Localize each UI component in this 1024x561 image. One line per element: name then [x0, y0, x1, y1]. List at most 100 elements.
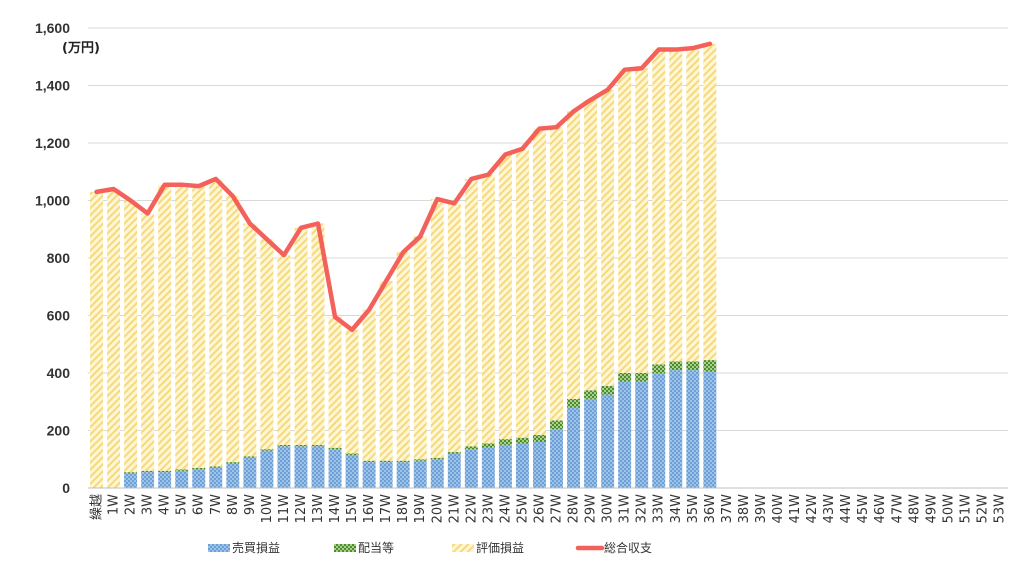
x-tick-label: 24W [498, 494, 513, 524]
y-tick-label: 1,000 [35, 193, 70, 209]
x-tick-label: 2W [124, 494, 139, 515]
bar-hyoka-soneki [601, 89, 615, 386]
bar-baibai-soneki [243, 457, 257, 488]
bar-hyoka-soneki [226, 196, 240, 463]
bar-hyoka-soneki [703, 43, 717, 361]
legend-baibai-soneki-label: 売買損益 [232, 540, 280, 555]
bar-baibai-soneki [379, 462, 393, 488]
bar-baibai-soneki [481, 447, 495, 488]
x-tick-label: 14W [328, 494, 343, 524]
bar-baibai-soneki [447, 453, 461, 488]
x-tick-label: 53W [992, 494, 1007, 524]
bar-baibai-soneki [652, 373, 666, 488]
bar-haito [277, 444, 291, 447]
bar-baibai-soneki [550, 429, 563, 488]
y-tick-label: 400 [47, 365, 71, 381]
x-tick-label: 34W [669, 494, 684, 524]
bar-baibai-soneki [515, 443, 529, 488]
bar-haito [584, 390, 598, 399]
x-tick-label: 17W [379, 494, 394, 524]
bar-haito [192, 467, 206, 470]
bar-hyoka-soneki [430, 199, 444, 458]
bar-hyoka-soneki [277, 255, 291, 445]
bar-hyoka-soneki [328, 316, 342, 448]
bar-haito [209, 466, 223, 468]
legend-haito-swatch [334, 544, 356, 552]
x-tick-label: 13W [311, 494, 326, 524]
bar-haito [396, 460, 410, 463]
x-tick-label: 18W [396, 494, 411, 524]
bar-baibai-soneki [158, 472, 172, 488]
x-tick-label: 51W [958, 494, 973, 524]
x-tick-label: 46W [873, 494, 888, 524]
bar-hyoka-soneki [192, 186, 206, 468]
bar-baibai-soneki [498, 444, 512, 488]
bar-baibai-soneki [413, 460, 427, 488]
bar-baibai-soneki [584, 398, 598, 488]
bar-baibai-soneki [396, 462, 410, 488]
bar-hyoka-soneki [567, 111, 581, 399]
bar-haito [175, 469, 189, 471]
bar-hyoka-soneki [498, 154, 512, 440]
bar-hyoka-soneki [107, 189, 121, 488]
bar-baibai-soneki [175, 470, 189, 488]
bar-hyoka-soneki [515, 148, 529, 438]
bar-hyoka-soneki [686, 48, 700, 362]
bar-haito [703, 360, 717, 372]
x-tick-label: 9W [243, 494, 258, 515]
legend-hyoka-soneki-label: 評価損益 [476, 540, 524, 555]
bar-haito [430, 457, 444, 460]
total-line [94, 41, 713, 333]
bar-haito [141, 470, 155, 473]
bar-hyoka-soneki [311, 223, 325, 445]
bar-baibai-soneki [464, 449, 478, 488]
x-tick-label: 36W [703, 494, 718, 524]
bar-hyoka-soneki [464, 178, 478, 447]
bar-hyoka-soneki [294, 227, 308, 445]
x-tick-label: 41W [788, 494, 803, 524]
bar-haito [243, 456, 257, 458]
bar-haito [124, 472, 138, 474]
bar-haito [413, 459, 427, 461]
x-tick-label: 42W [805, 494, 820, 524]
legend-baibai-soneki-swatch [208, 544, 230, 552]
bar-haito [294, 444, 308, 447]
x-tick-label: 40W [771, 494, 786, 524]
bar-hyoka-soneki [243, 223, 257, 457]
bar-hyoka-soneki [379, 281, 393, 461]
legend-sogo-shushi-label: 総合収支 [604, 540, 652, 555]
x-tick-label: 28W [567, 494, 582, 524]
bar-hyoka-soneki [669, 49, 683, 362]
bar-baibai-soneki [567, 407, 581, 488]
y-tick-label: 600 [47, 308, 71, 324]
x-tick-label: 37W [720, 494, 735, 524]
bar-hyoka-soneki [345, 329, 359, 454]
bar-baibai-soneki [192, 469, 206, 488]
y-tick-label: 200 [47, 423, 71, 439]
x-tick-label: 12W [294, 494, 309, 524]
bar-haito [481, 443, 495, 448]
x-tick-label: 32W [635, 494, 650, 524]
x-tick-label: 38W [737, 494, 752, 524]
x-tick-label: 27W [550, 494, 565, 524]
x-tick-label: 29W [584, 494, 599, 524]
bar-hyoka-soneki [533, 128, 546, 435]
bar-baibai-soneki [345, 454, 359, 488]
bar-hyoka-soneki [652, 49, 666, 365]
bar-baibai-soneki [311, 446, 325, 488]
bar-haito [226, 462, 240, 464]
bar-baibai-soneki [686, 370, 700, 488]
bar-haito [447, 452, 461, 454]
bar-baibai-soneki [362, 462, 376, 488]
bar-haito [533, 434, 546, 442]
bar-hyoka-soneki [141, 213, 155, 471]
bar-baibai-soneki [635, 381, 649, 488]
x-tick-label: 52W [975, 494, 990, 524]
bar-baibai-soneki [703, 371, 717, 488]
bar-hyoka-soneki [260, 239, 274, 450]
y-tick-label: 1,400 [35, 78, 70, 94]
x-tick-label: 21W [447, 494, 462, 524]
y-tick-label: 1,600 [35, 20, 70, 36]
